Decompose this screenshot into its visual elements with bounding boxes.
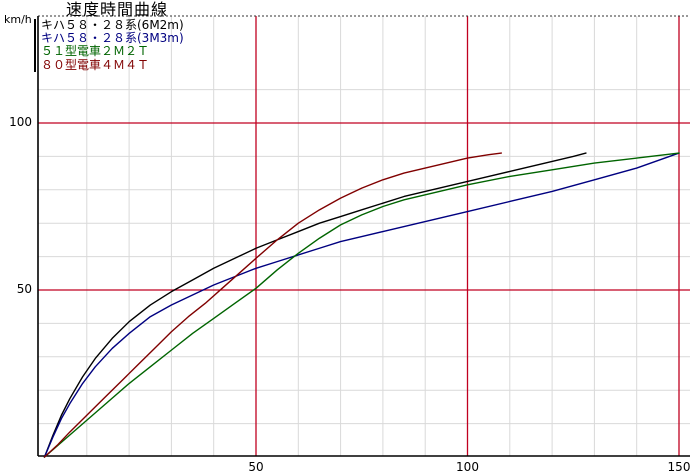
series-line-3: [43, 152, 503, 458]
x-tick-label-150: 150: [667, 460, 691, 474]
legend-item-0: キハ５８・２８系(6M2m): [41, 18, 184, 32]
chart-legend: キハ５８・２８系(6M2m) キハ５８・２８系(3M3m) ５１型電車２Ｍ２Ｔ …: [34, 18, 184, 72]
y-tick-label-50: 50: [16, 282, 32, 296]
major-gridlines: [38, 15, 690, 456]
data-series-layer: [43, 152, 680, 458]
minor-gridlines: [38, 16, 690, 456]
legend-item-1: キハ５８・２８系(3M3m): [41, 31, 184, 46]
y-axis-unit-label: km/h: [4, 13, 32, 26]
legend-item-3: ８０型電車４Ｍ４Ｔ: [41, 57, 150, 72]
axis-lines: [37, 16, 690, 457]
y-tick-label-100: 100: [9, 115, 32, 129]
x-tick-label-100: 100: [456, 460, 479, 474]
legend-item-2: ５１型電車２Ｍ２Ｔ: [41, 44, 150, 59]
x-tick-label-50: 50: [248, 460, 264, 474]
chart-title: 速度時間曲線: [66, 0, 169, 19]
series-line-1: [43, 152, 680, 458]
series-line-0: [43, 152, 587, 458]
series-line-2: [43, 152, 680, 458]
